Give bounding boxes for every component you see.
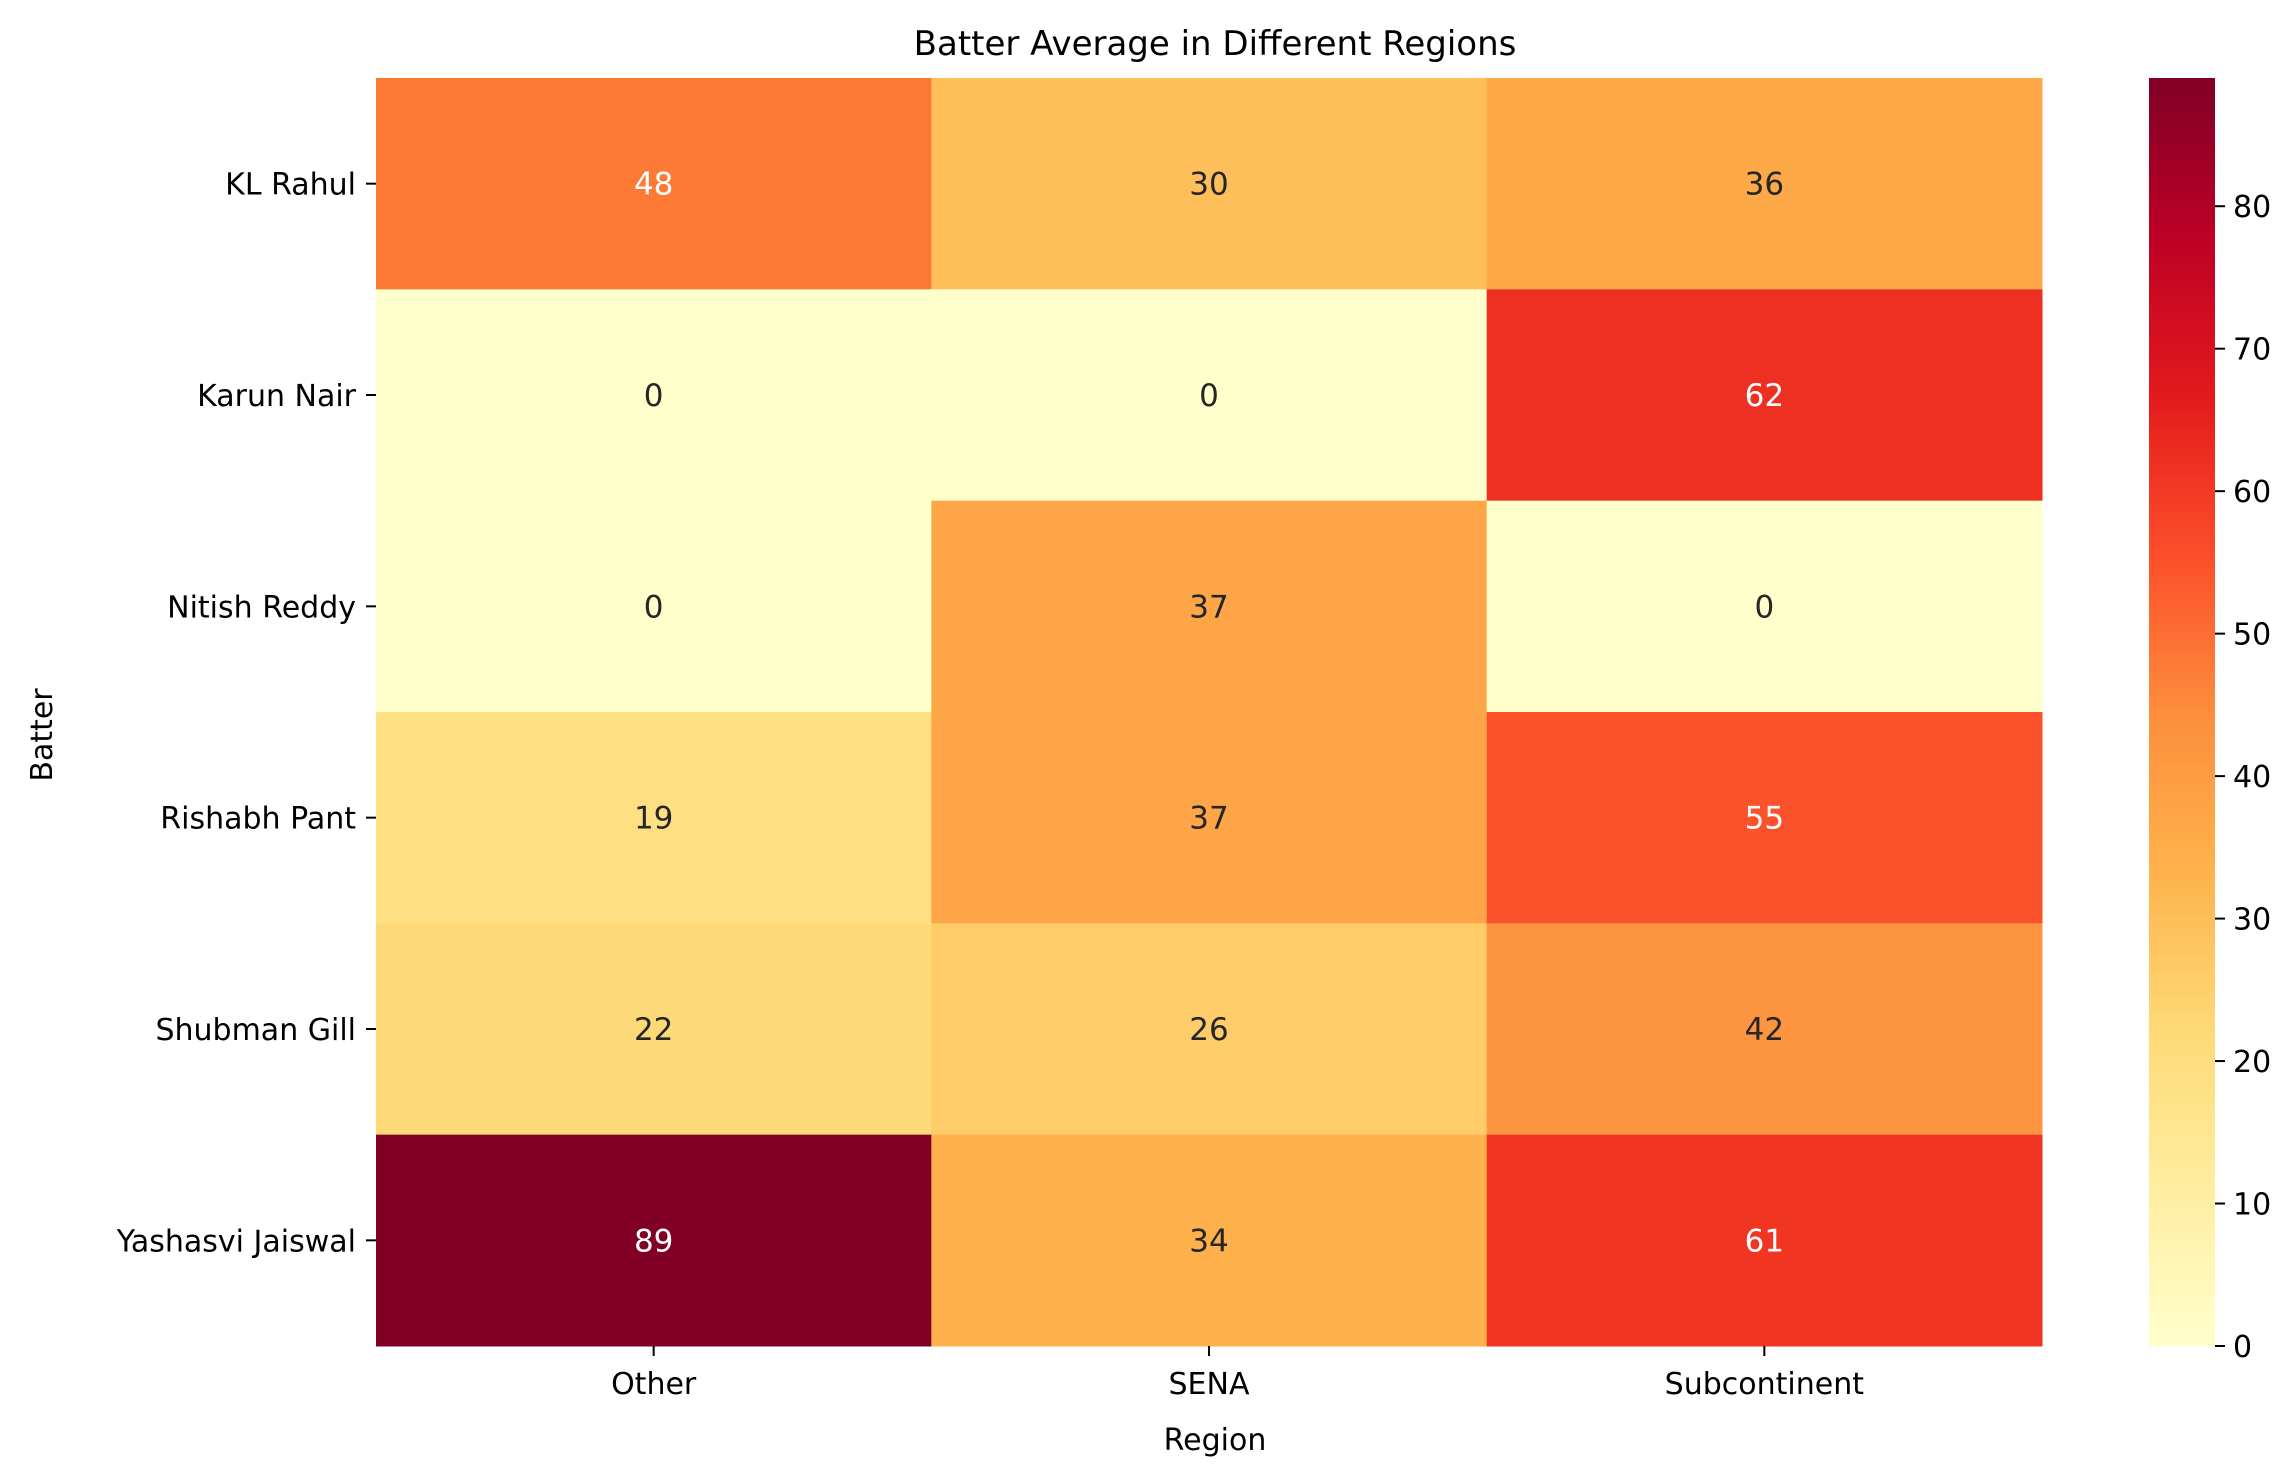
cell-value-label: 89 [634,1223,673,1259]
heatmap-cell [376,1134,932,1347]
cell-value-label: 19 [634,801,673,837]
heatmap-cell [931,289,1488,502]
x-tick-label: SENA [1169,1367,1250,1402]
colorbar-gradient [2149,78,2215,1346]
heatmap-cell [931,78,1488,290]
heatmap-cell [376,712,932,924]
heatmap-cell [376,500,932,713]
heatmap-cell [376,78,932,290]
cell-value-label: 36 [1745,167,1784,203]
cell-value-label: 34 [1189,1223,1228,1259]
colorbar-tick-label: 70 [2233,333,2271,368]
heatmap-cell [931,923,1488,1136]
heatmap-cell [931,1134,1488,1347]
heatmap-cell [931,712,1488,924]
heatmap-cell [376,923,932,1136]
colorbar-tick-label: 40 [2233,760,2271,795]
heatmap-cell [376,289,932,502]
cell-value-label: 0 [644,378,664,414]
colorbar: 0 10 20 30 40 50 60 70 80 [2149,78,2271,1365]
cell-value-label: 48 [634,167,673,203]
heatmap-cell [1486,500,2043,713]
cell-value-label: 42 [1745,1012,1784,1048]
y-tick-label: Rishabh Pant [160,802,356,837]
cell-value-label: 0 [1199,378,1219,414]
heatmap-cell [1486,712,2043,924]
y-tick-label: Karun Nair [197,379,357,414]
x-tick-label: Subcontinent [1665,1367,1865,1402]
cell-value-label: 61 [1745,1223,1784,1259]
x-tick-label: Other [611,1367,697,1402]
colorbar-tick-label: 10 [2233,1188,2271,1223]
colorbar-tick-label: 80 [2233,190,2271,225]
heatmap-cell [931,500,1488,713]
y-axis-label: Batter [25,688,60,782]
x-axis: Other SENA Subcontinent [611,1346,1864,1402]
heatmap-cell [1486,1134,2043,1347]
x-axis-label: Region [1164,1423,1267,1458]
colorbar-tick-label: 30 [2233,903,2271,938]
cell-value-label: 37 [1189,801,1228,837]
cell-value-label: 26 [1189,1012,1228,1048]
heatmap-cell-labels: 48 30 36 0 0 62 0 37 0 19 37 55 22 26 42 89 34 61 [634,167,1784,1260]
cell-value-label: 0 [644,589,664,625]
heatmap-cell [1486,78,2043,290]
cell-value-label: 55 [1745,801,1784,837]
cell-value-label: 0 [1754,589,1774,625]
heatmap-cell [1486,923,2043,1136]
cell-value-label: 30 [1189,167,1228,203]
cell-value-label: 37 [1189,589,1228,625]
colorbar-tick-label: 20 [2233,1045,2271,1080]
chart-title: Batter Average in Different Regions [914,24,1517,64]
colorbar-tick-label: 60 [2233,475,2271,510]
y-tick-label: Yashasvi Jaiswal [116,1224,356,1259]
y-tick-label: KL Rahul [225,168,356,203]
y-tick-label: Shubman Gill [155,1013,356,1048]
colorbar-tick-label: 50 [2233,618,2271,653]
y-axis: KL Rahul Karun Nair Nitish Reddy Rishabh Pa… [116,168,376,1259]
heatmap-cell [1486,289,2043,502]
cell-value-label: 22 [634,1012,673,1048]
heatmap-cells [376,78,2043,1347]
colorbar-tick-label: 0 [2233,1330,2252,1365]
y-tick-label: Nitish Reddy [167,590,356,625]
cell-value-label: 62 [1745,378,1784,414]
